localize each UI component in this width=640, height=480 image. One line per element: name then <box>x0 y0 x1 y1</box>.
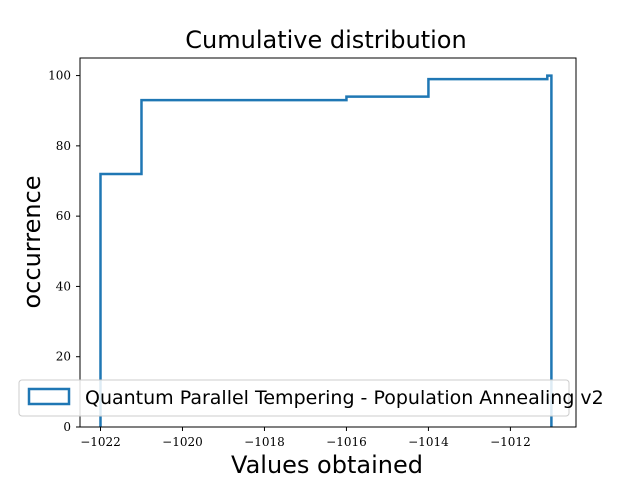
y-tick-label: 80 <box>56 139 71 153</box>
x-tick-label: −1022 <box>80 435 121 449</box>
x-axis-label: Values obtained <box>231 451 423 479</box>
legend-box <box>18 379 570 417</box>
x-tick-label: −1018 <box>244 435 285 449</box>
legend-entry-label: Quantum Parallel Tempering - Population … <box>85 387 604 409</box>
x-tick-label: −1012 <box>490 435 531 449</box>
y-tick-label: 100 <box>48 69 71 83</box>
axes-frame <box>79 57 577 428</box>
y-axis-label: occurrence <box>18 175 46 308</box>
plot-background <box>80 58 576 427</box>
series-layer <box>99 74 553 427</box>
x-tick-label: −1014 <box>408 435 449 449</box>
y-tick-label: 0 <box>63 420 71 434</box>
legend: Quantum Parallel Tempering - Population … <box>18 379 604 417</box>
y-tick-label: 40 <box>56 279 71 293</box>
plot-area <box>80 58 576 427</box>
y-tick-label: 60 <box>56 209 71 223</box>
x-tick-label: −1020 <box>162 435 203 449</box>
axes-border <box>79 57 577 428</box>
chart-title: Cumulative distribution <box>185 26 466 54</box>
y-tick-label: 20 <box>56 350 71 364</box>
legend-swatch <box>27 387 71 406</box>
x-axis: −1022 −1020 −1018 −1016 −1014 −1012 <box>80 427 531 449</box>
x-tick-label: −1016 <box>326 435 367 449</box>
y-axis: 0 20 40 60 80 100 <box>48 69 80 434</box>
series-step-line <box>99 74 553 427</box>
